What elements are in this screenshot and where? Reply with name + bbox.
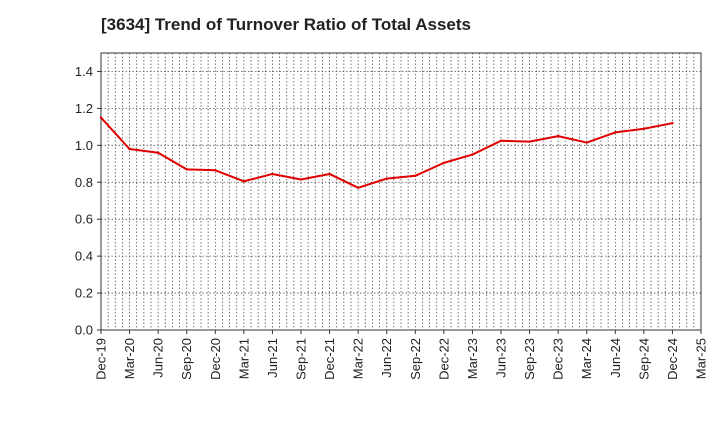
x-tick-label: Mar-21 <box>236 338 251 379</box>
x-tick-label: Mar-22 <box>351 338 366 379</box>
x-tick-label: Sep-24 <box>636 338 651 380</box>
x-tick-label: Mar-20 <box>122 338 137 379</box>
data-point <box>271 172 274 176</box>
data-point <box>128 147 131 151</box>
data-point <box>671 121 674 125</box>
data-point <box>356 186 360 190</box>
data-point <box>585 141 588 144</box>
x-tick-label: Sep-23 <box>522 338 537 380</box>
data-point <box>528 140 531 143</box>
data-point <box>185 168 188 171</box>
data-point <box>556 134 560 138</box>
data-point <box>471 153 474 156</box>
y-tick-label: 1.4 <box>75 64 93 79</box>
y-tick-label: 0.6 <box>75 212 93 227</box>
x-tick-label: Jun-23 <box>494 338 509 378</box>
x-tick-label: Mar-23 <box>465 338 480 379</box>
x-tick-label: Sep-20 <box>179 338 194 380</box>
x-tick-label: Dec-21 <box>322 338 337 380</box>
x-tick-label: Dec-20 <box>208 338 223 380</box>
data-point <box>299 178 303 181</box>
data-point <box>414 174 417 178</box>
x-tick-label: Jun-20 <box>151 338 166 378</box>
y-tick-label: 1.2 <box>75 101 93 116</box>
x-tick-label: Mar-24 <box>579 338 594 379</box>
data-point <box>99 116 103 119</box>
y-tick-label: 0.2 <box>75 286 93 301</box>
y-tick-label: 0.0 <box>75 323 93 338</box>
plot-frame <box>100 52 702 331</box>
data-point <box>499 139 503 142</box>
chart-title: [3634] Trend of Turnover Ratio of Total … <box>101 15 471 34</box>
data-point <box>214 169 217 172</box>
x-tick-label: Dec-23 <box>551 338 566 380</box>
x-tick-label: Dec-19 <box>94 338 109 380</box>
x-tick-label: Dec-24 <box>665 338 680 380</box>
y-tick-label: 0.4 <box>75 249 93 264</box>
x-tick-label: Mar-25 <box>694 338 709 379</box>
x-tick-label: Jun-22 <box>379 338 394 378</box>
x-tick-label: Sep-22 <box>408 338 423 380</box>
data-point <box>156 151 160 154</box>
x-tick-label: Dec-22 <box>436 338 451 380</box>
data-point <box>328 172 331 176</box>
data-point <box>442 161 446 165</box>
x-tick-label: Sep-21 <box>294 338 309 380</box>
y-tick-label: 1.0 <box>75 138 93 153</box>
data-point <box>614 131 617 134</box>
x-tick-label: Jun-21 <box>265 338 280 378</box>
data-point <box>242 180 246 183</box>
data-point <box>642 127 646 130</box>
data-point <box>385 177 388 180</box>
y-tick-label: 0.8 <box>75 175 93 190</box>
x-tick-label: Jun-24 <box>608 338 623 378</box>
